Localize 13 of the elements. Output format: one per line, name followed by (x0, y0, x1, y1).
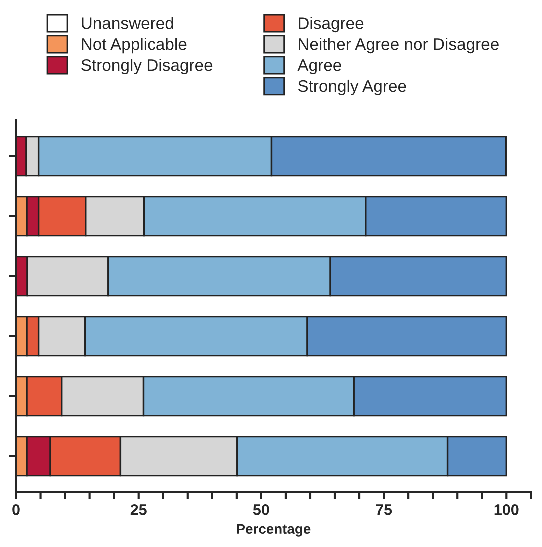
x-tick-label: 25 (130, 504, 147, 516)
x-tick-label: 50 (253, 504, 270, 516)
x-axis-title: Percentage (237, 524, 311, 537)
legend-label: Neither Agree nor Disagree (299, 38, 499, 54)
legend-label: Agree (298, 60, 342, 75)
legend-label: Strongly Disagree (82, 59, 213, 75)
x-tick-label: 100 (494, 504, 519, 516)
legend-label: Strongly Agree (298, 80, 406, 96)
x-tick-label: 0 (12, 504, 20, 516)
legend-label: Not Applicable (82, 38, 187, 54)
legend-label: Disagree (299, 17, 364, 33)
x-tick-label: 75 (376, 504, 392, 516)
legend-label: Unanswered (82, 17, 174, 30)
